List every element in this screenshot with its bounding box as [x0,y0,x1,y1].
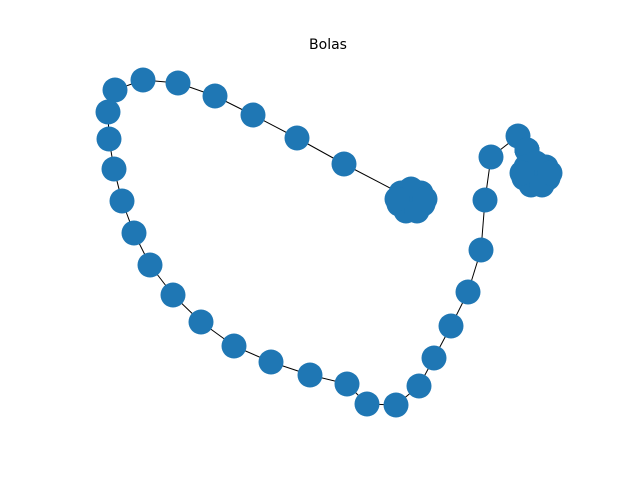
node-path-20 [354,391,380,417]
node-path-7 [102,77,128,103]
node-path-8 [95,99,121,125]
node-path-9 [96,126,122,152]
node-right-clique-10 [537,160,563,186]
node-right-clique-9 [509,160,535,186]
chart-title: Bolas [309,37,347,53]
node-path-17 [258,349,284,375]
node-path-5 [165,70,191,96]
node-path-23 [421,345,447,371]
node-left-clique-10 [412,186,438,212]
node-path-1 [331,151,357,177]
node-path-24 [438,313,464,339]
node-path-27 [472,187,498,213]
node-path-19 [334,371,360,397]
node-path-15 [188,309,214,335]
node-path-13 [137,252,163,278]
node-path-14 [160,282,186,308]
node-path-11 [109,188,135,214]
node-path-16 [221,333,247,359]
node-path-6 [130,67,156,93]
node-path-22 [406,373,432,399]
node-path-18 [297,362,323,388]
node-path-12 [121,220,147,246]
node-left-clique-9 [384,186,410,212]
node-path-3 [240,102,266,128]
node-path-4 [202,83,228,109]
node-path-26 [468,237,494,263]
node-path-2 [284,125,310,151]
node-layer [95,67,563,418]
node-path-10 [101,156,127,182]
node-path-21 [383,392,409,418]
node-path-28 [478,144,504,170]
node-path-25 [455,279,481,305]
